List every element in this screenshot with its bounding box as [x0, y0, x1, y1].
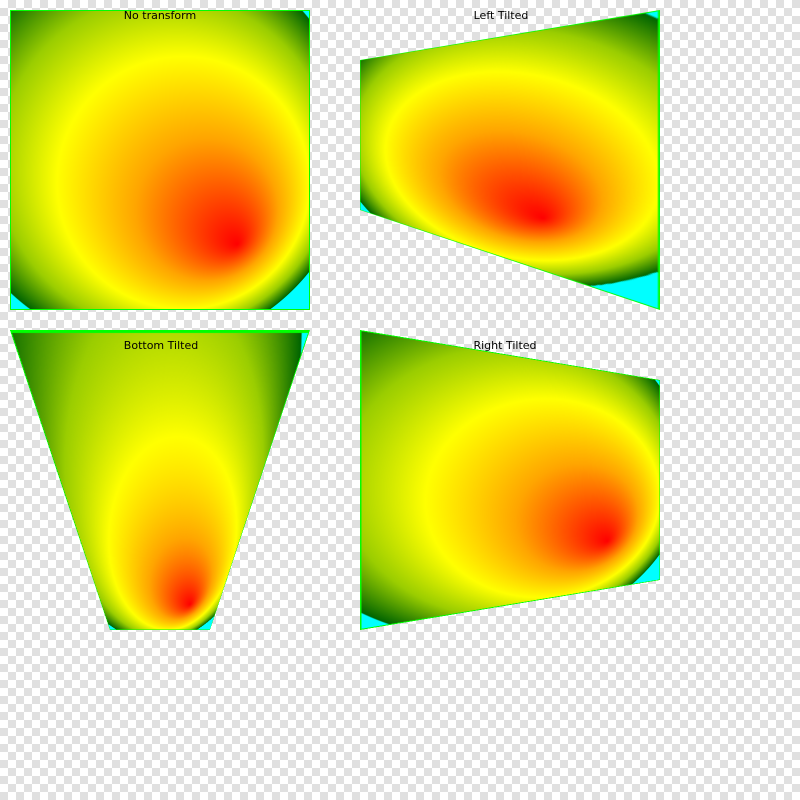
label-bottom-tilted: Bottom Tilted — [123, 339, 199, 352]
radial-gradient-fill — [11, 11, 309, 309]
gradient-rect — [361, 331, 660, 629]
gradient-rect — [11, 11, 309, 309]
radial-gradient-fill — [361, 331, 660, 629]
gradient-panel-right-tilted — [360, 330, 661, 630]
gradient-rect — [360, 11, 658, 309]
gradient-rect — [11, 332, 309, 630]
label-no-transform: No transform — [123, 9, 197, 22]
gradient-panel-left-tilted — [360, 9, 660, 310]
gradient-panel-no-transform — [10, 10, 310, 310]
label-right-tilted: Right Tilted — [473, 339, 537, 352]
radial-gradient-fill — [11, 332, 309, 630]
radial-gradient-fill — [360, 11, 658, 309]
label-left-tilted: Left Tilted — [473, 9, 529, 22]
gradient-panel-bottom-tilted — [10, 330, 310, 631]
